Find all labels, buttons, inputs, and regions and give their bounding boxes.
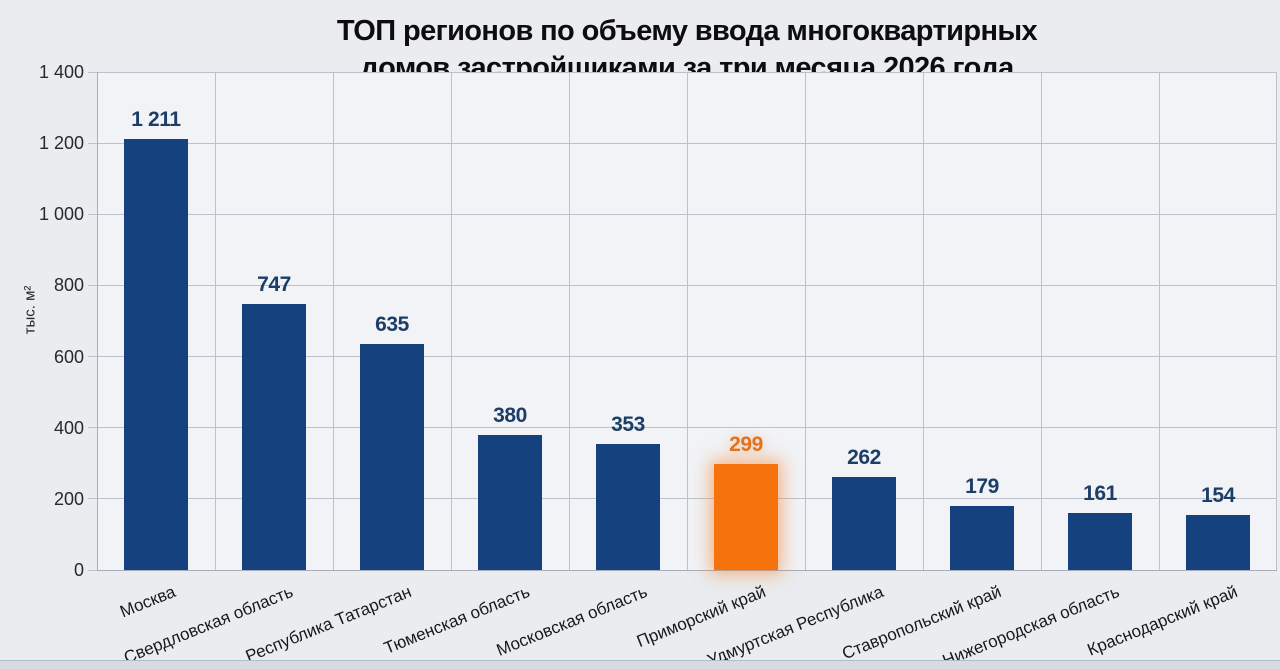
y-tick-mark xyxy=(88,427,97,429)
chart-title-line1: ТОП регионов по объему ввода многокварти… xyxy=(336,15,1038,47)
y-tick-mark xyxy=(88,569,97,571)
y-tick-label: 600 xyxy=(53,346,84,367)
bar xyxy=(1186,515,1250,570)
bar xyxy=(360,344,424,570)
bar-value-label: 380 xyxy=(493,403,527,427)
bar-value-label: 1 211 xyxy=(131,108,181,132)
bar-value-label: 154 xyxy=(1201,484,1235,508)
gridline-vertical xyxy=(922,72,924,570)
gridline-vertical xyxy=(686,72,688,570)
gridline-vertical xyxy=(1158,72,1160,570)
y-tick-label: 1 400 xyxy=(38,62,84,82)
x-axis-label: Москва xyxy=(117,582,179,622)
plot-area: 1 211 747 635 380 353 299 262 179 161 154 xyxy=(88,71,1277,571)
bar-value-label: 353 xyxy=(611,413,645,437)
bar xyxy=(242,304,306,570)
y-tick-mark xyxy=(88,213,97,215)
bar-value-label: 299 xyxy=(729,432,763,456)
y-tick-label: 0 xyxy=(73,560,84,580)
bar-value-label: 179 xyxy=(965,475,999,499)
y-axis-tick-labels: 0 200 400 600 800 1 000 1 200 1 400 xyxy=(0,62,84,580)
y-axis-line xyxy=(96,72,98,570)
bar-value-label: 635 xyxy=(375,313,409,337)
y-tick-mark xyxy=(88,284,97,286)
y-tick-label: 400 xyxy=(53,417,84,438)
y-tick-mark xyxy=(88,498,97,500)
y-tick-mark xyxy=(88,142,97,144)
bar xyxy=(950,506,1014,570)
gridline-horizontal xyxy=(97,569,1277,571)
gridline-vertical xyxy=(568,72,570,570)
bar xyxy=(596,444,660,570)
y-tick-label: 200 xyxy=(53,488,84,509)
bar xyxy=(478,434,542,570)
gridline-vertical xyxy=(804,72,806,570)
x-axis-labels: Москва Свердловская область Республика Тат… xyxy=(97,574,1277,669)
bar-value-label: 262 xyxy=(847,445,881,469)
gridline-vertical xyxy=(214,72,216,570)
bar xyxy=(124,139,188,570)
bar-highlighted xyxy=(714,463,778,570)
y-tick-label: 800 xyxy=(53,275,84,296)
chart-title: ТОП регионов по объему ввода многокварти… xyxy=(97,13,1277,87)
y-tick-label: 1 200 xyxy=(38,133,84,154)
y-tick-label: 1 000 xyxy=(38,204,84,225)
bar-value-label: 161 xyxy=(1083,481,1117,505)
gridline-vertical xyxy=(1040,72,1042,570)
y-tick-mark xyxy=(88,71,97,73)
y-tick-mark xyxy=(88,356,97,358)
bottom-strip xyxy=(0,660,1280,669)
bar xyxy=(1068,512,1132,570)
bar-value-label: 747 xyxy=(257,273,291,297)
gridline-vertical xyxy=(450,72,452,570)
gridline-vertical xyxy=(332,72,334,570)
gridline-vertical xyxy=(1275,72,1277,570)
bar xyxy=(832,476,896,570)
